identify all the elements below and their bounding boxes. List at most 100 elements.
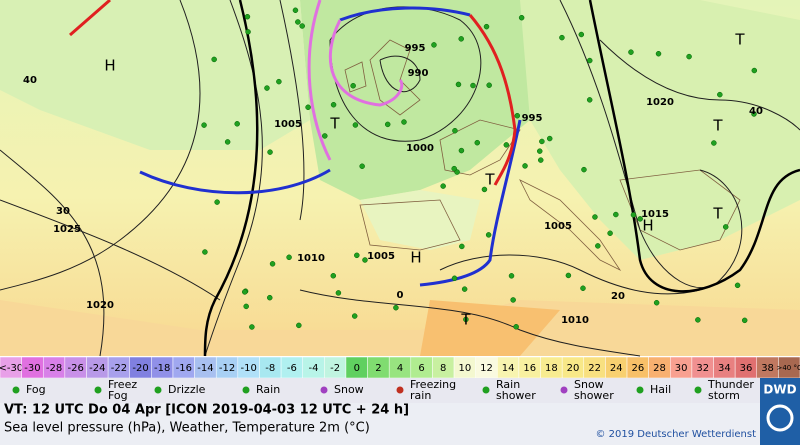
cold-front xyxy=(139,168,331,195)
rain-symbol xyxy=(243,303,249,310)
scale-label: <-30 xyxy=(0,363,23,374)
rain-symbol xyxy=(751,67,758,74)
rain-symbol xyxy=(586,97,593,103)
isobar-bold xyxy=(588,0,800,293)
rain-symbol xyxy=(244,13,251,20)
isobar-label: 1020 xyxy=(86,300,114,311)
rain-symbol xyxy=(299,23,305,29)
scale-label: >40 °C xyxy=(776,364,800,372)
scale-label: 14 xyxy=(502,363,515,374)
rain-symbol xyxy=(201,122,207,128)
scale-label: 26 xyxy=(631,363,644,374)
rain-symbol xyxy=(452,127,458,134)
scale-label: -26 xyxy=(68,363,84,374)
rain-symbol xyxy=(485,232,492,238)
rain-symbol xyxy=(717,91,723,98)
logo-icon xyxy=(766,404,794,432)
scale-label: -8 xyxy=(265,363,275,374)
scale-label: -14 xyxy=(197,363,213,374)
rain-symbol xyxy=(214,199,220,205)
rain-symbol xyxy=(711,140,717,146)
rain-symbol xyxy=(565,272,572,279)
pressure-center-label: T xyxy=(460,311,471,329)
rain-symbol xyxy=(546,135,553,142)
isobar-label: 1010 xyxy=(297,253,325,264)
rain-symbol xyxy=(581,166,587,173)
rain-symbol xyxy=(628,49,634,55)
isobar-label: 40 xyxy=(23,75,37,86)
logo-text: DWD xyxy=(763,383,796,397)
rain-symbol xyxy=(586,57,593,64)
occluded-front xyxy=(328,19,404,107)
rain-symbol xyxy=(351,313,358,319)
legend-icon xyxy=(12,386,20,394)
copyright: © 2019 Deutscher Wetterdienst xyxy=(595,429,756,440)
rain-symbol xyxy=(234,121,240,127)
pressure-center-label: H xyxy=(104,57,115,75)
rain-symbol xyxy=(269,261,276,267)
rain-symbol xyxy=(211,56,217,63)
scale-label: 2 xyxy=(375,363,381,374)
scale-label: 0 xyxy=(354,363,360,374)
scale-label: 16 xyxy=(523,363,536,374)
scale-label: 24 xyxy=(610,363,623,374)
isobar-label: 995 xyxy=(405,43,426,54)
rain-symbol xyxy=(653,299,660,306)
cold-front xyxy=(419,119,522,287)
rain-symbol xyxy=(249,324,255,330)
rain-symbol xyxy=(458,147,465,154)
rain-symbol xyxy=(734,282,741,289)
rain-symbol xyxy=(451,275,458,282)
legend-label: storm xyxy=(708,389,740,402)
legend-icon xyxy=(94,386,102,394)
description: Sea level pressure (hPa), Weather, Tempe… xyxy=(4,421,370,436)
rain-symbol xyxy=(362,257,368,263)
rain-symbol xyxy=(354,252,360,259)
rain-symbol xyxy=(514,112,521,119)
legend-label: Freez xyxy=(108,378,137,391)
rain-symbol xyxy=(513,324,519,330)
rain-symbol xyxy=(522,163,528,169)
scale-label: 32 xyxy=(696,363,709,374)
rain-symbol xyxy=(296,322,302,329)
rain-symbol xyxy=(245,29,251,35)
isobar xyxy=(0,199,221,301)
scale-label: 20 xyxy=(567,363,580,374)
rain-symbol xyxy=(486,82,492,88)
scale-label: 36 xyxy=(740,363,753,374)
rain-symbol xyxy=(510,297,516,303)
rain-symbol xyxy=(330,101,337,108)
scale-label: -16 xyxy=(176,363,192,374)
color-scale: <-30 -30 -28 -26 -24 -22 -20 -18 -16 -14 -12 -10 -8-… xyxy=(0,356,800,379)
legend-label: Rain xyxy=(256,383,280,396)
coastline xyxy=(439,119,521,176)
occluded-front xyxy=(307,0,332,161)
isobar xyxy=(0,149,105,357)
rain-symbol xyxy=(637,216,643,222)
rain-symbol xyxy=(503,142,510,148)
rain-symbol xyxy=(295,19,301,25)
legend-icon xyxy=(636,386,644,394)
pressure-center-label: T xyxy=(329,115,340,133)
isobar-label: 40 xyxy=(749,106,763,117)
temperature-area xyxy=(360,190,480,250)
rain-symbol xyxy=(461,286,468,292)
rain-symbol xyxy=(459,243,465,250)
legend-label: Fog xyxy=(26,383,46,396)
rain-symbol xyxy=(518,14,525,21)
coastline xyxy=(344,61,367,93)
legend-label: Hail xyxy=(650,383,671,396)
rain-symbol xyxy=(595,243,601,249)
isobar-label: 1025 xyxy=(53,224,81,235)
rain-symbol xyxy=(202,249,208,255)
legend-label: Rain xyxy=(496,378,520,391)
isobar-label: 30 xyxy=(56,206,70,217)
temperature-area xyxy=(0,300,800,356)
scale-label: -22 xyxy=(111,363,127,374)
pressure-center-label: T xyxy=(734,31,745,49)
rain-symbol xyxy=(580,285,586,292)
legend-background xyxy=(0,378,760,403)
scale-label: 8 xyxy=(440,363,446,374)
